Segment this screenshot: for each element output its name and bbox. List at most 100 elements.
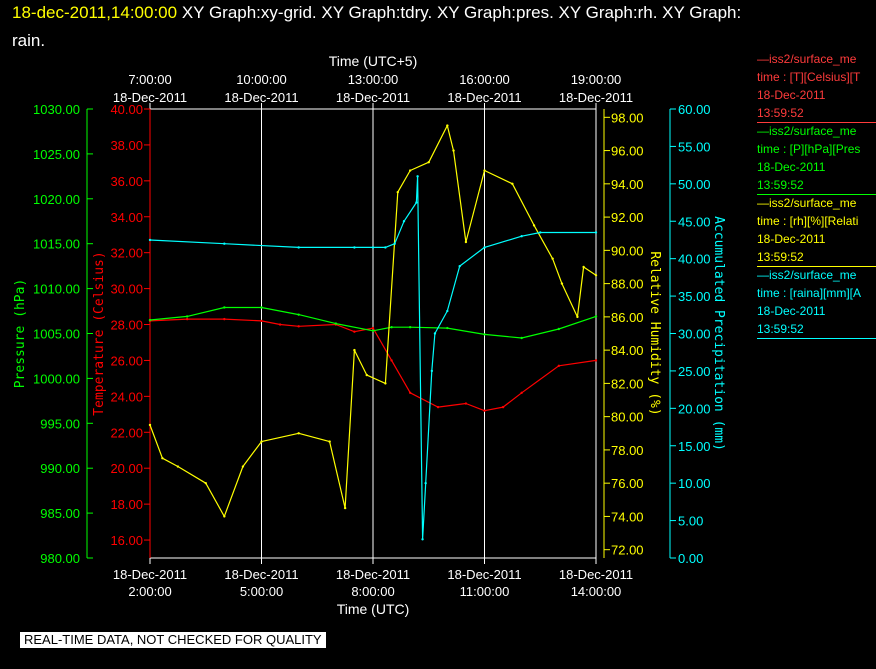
humidity-tick-label: 78.00 (611, 443, 644, 458)
temperature-tick-label: 22.00 (110, 425, 143, 440)
pressure-tick-label: 1000.00 (33, 371, 80, 386)
precipitation-tick-label: 30.00 (678, 327, 711, 342)
precipitation-tick-label: 40.00 (678, 252, 711, 267)
pressure-series-line (149, 306, 597, 339)
x-tick-label: 18-Dec-2011 (447, 567, 521, 582)
x-tick-label: 8:00:00 (351, 584, 394, 599)
x-top-axis-label: Time (UTC+5) (329, 53, 418, 69)
temperature-tick-label: 34.00 (110, 210, 143, 225)
temperature-tick-label: 26.00 (110, 353, 143, 368)
precipitation-axis-title: Accumulated Precipitation (mm) (711, 216, 726, 451)
x-tick-label: 18-Dec-2011 (559, 567, 633, 582)
header-line-1: 18-dec-2011,14:00:00 XY Graph:xy-grid. X… (12, 3, 741, 23)
x-tick-label: 18-Dec-2011 (336, 567, 410, 582)
x-tick-label: 5:00:00 (240, 584, 283, 599)
x-tick-label: 18-Dec-2011 (113, 567, 187, 582)
pressure-series (148, 306, 598, 340)
precipitation-tick-label: 45.00 (678, 214, 711, 229)
x-top-tick-label: 7:00:00 (128, 72, 171, 87)
x-tick-label: 18-Dec-2011 (224, 567, 298, 582)
header-timestamp: 18-dec-2011,14:00:00 (12, 3, 178, 22)
humidity-tick-label: 94.00 (611, 177, 644, 192)
humidity-tick-label: 74.00 (611, 509, 644, 524)
precipitation-tick-label: 25.00 (678, 364, 711, 379)
temperature-tick-label: 24.00 (110, 389, 143, 404)
humidity-tick-label: 98.00 (611, 110, 644, 125)
legend-date: 18-Dec-2011 (757, 232, 826, 246)
precipitation-tick-label: 50.00 (678, 177, 711, 192)
x-tick-label: 11:00:00 (460, 584, 510, 599)
x-top-tick-label: 18-Dec-2011 (113, 90, 187, 105)
temperature-tick-label: 20.00 (110, 461, 143, 476)
precipitation-tick-label: 5.00 (678, 514, 703, 529)
humidity-series-line (149, 124, 597, 518)
pressure-tick-label: 1010.00 (33, 282, 80, 297)
humidity-series (148, 124, 598, 518)
precipitation-tick-label: 15.00 (678, 439, 711, 454)
precipitation-series-line (149, 175, 596, 540)
x-axis-label: Time (UTC) (337, 601, 410, 617)
legend-line2: time : [P][hPa][Pres (757, 142, 861, 156)
humidity-tick-label: 72.00 (611, 543, 644, 558)
pressure-tick-label: 985.00 (40, 506, 80, 521)
temperature-tick-label: 16.00 (110, 533, 143, 548)
pressure-tick-label: 980.00 (40, 551, 80, 566)
temperature-tick-label: 28.00 (110, 318, 143, 333)
legend-date: 18-Dec-2011 (757, 160, 826, 174)
quality-warning: REAL-TIME DATA, NOT CHECKED FOR QUALITY (20, 632, 326, 648)
humidity-tick-label: 82.00 (611, 376, 644, 391)
legend-line1: —iss2/surface_me (757, 268, 857, 282)
temperature-tick-label: 30.00 (110, 282, 143, 297)
legend-time: 13:59:52 (757, 178, 804, 192)
precipitation-series (148, 175, 598, 541)
legend-line1: —iss2/surface_me (757, 124, 857, 138)
x-top-tick-label: 18-Dec-2011 (559, 90, 633, 105)
precipitation-tick-label: 35.00 (678, 289, 711, 304)
pressure-tick-label: 1020.00 (33, 192, 80, 207)
legend-line1: —iss2/surface_me (757, 52, 857, 66)
legend-line2: time : [rh][%][Relati (757, 214, 859, 228)
temperature-tick-label: 32.00 (110, 246, 143, 261)
header-graph-list: XY Graph:xy-grid. XY Graph:tdry. XY Grap… (181, 3, 742, 22)
header-graph-list-cont: rain. (12, 31, 46, 50)
humidity-tick-label: 90.00 (611, 243, 644, 258)
legend-line2: time : [raina][mm][A (757, 286, 862, 300)
precipitation-tick-label: 20.00 (678, 401, 711, 416)
precipitation-tick-label: 60.00 (678, 102, 711, 117)
pressure-tick-label: 1015.00 (33, 237, 80, 252)
x-top-tick-label: 13:00:00 (348, 72, 399, 87)
humidity-tick-label: 76.00 (611, 476, 644, 491)
precipitation-tick-label: 0.00 (678, 551, 703, 566)
legend-entry: —iss2/surface_me time : [T][Celsius][T 18-… (757, 50, 876, 123)
temperature-series-line (149, 318, 597, 412)
precipitation-tick-label: 55.00 (678, 139, 711, 154)
x-top-tick-label: 18-Dec-2011 (336, 90, 410, 105)
precipitation-tick-label: 10.00 (678, 476, 711, 491)
legend-date: 18-Dec-2011 (757, 304, 826, 318)
temperature-tick-label: 38.00 (110, 138, 143, 153)
temperature-axis-title: Temperature (Celsius) (92, 251, 107, 415)
legend-time: 13:59:52 (757, 250, 804, 264)
x-top-tick-label: 18-Dec-2011 (224, 90, 298, 105)
x-tick-label: 14:00:00 (571, 584, 622, 599)
humidity-tick-label: 84.00 (611, 343, 644, 358)
header-line-2: rain. (12, 31, 45, 51)
legend-line1: —iss2/surface_me (757, 196, 857, 210)
humidity-tick-label: 92.00 (611, 210, 644, 225)
pressure-tick-label: 990.00 (40, 461, 80, 476)
pressure-tick-label: 995.00 (40, 416, 80, 431)
humidity-tick-label: 96.00 (611, 144, 644, 159)
x-top-tick-label: 19:00:00 (571, 72, 622, 87)
x-top-tick-label: 18-Dec-2011 (447, 90, 521, 105)
temperature-tick-label: 36.00 (110, 174, 143, 189)
x-top-tick-label: 16:00:00 (459, 72, 510, 87)
x-tick-label: 2:00:00 (128, 584, 171, 599)
legend-date: 18-Dec-2011 (757, 88, 826, 102)
humidity-tick-label: 86.00 (611, 310, 644, 325)
humidity-tick-label: 80.00 (611, 410, 644, 425)
pressure-tick-label: 1030.00 (33, 102, 80, 117)
